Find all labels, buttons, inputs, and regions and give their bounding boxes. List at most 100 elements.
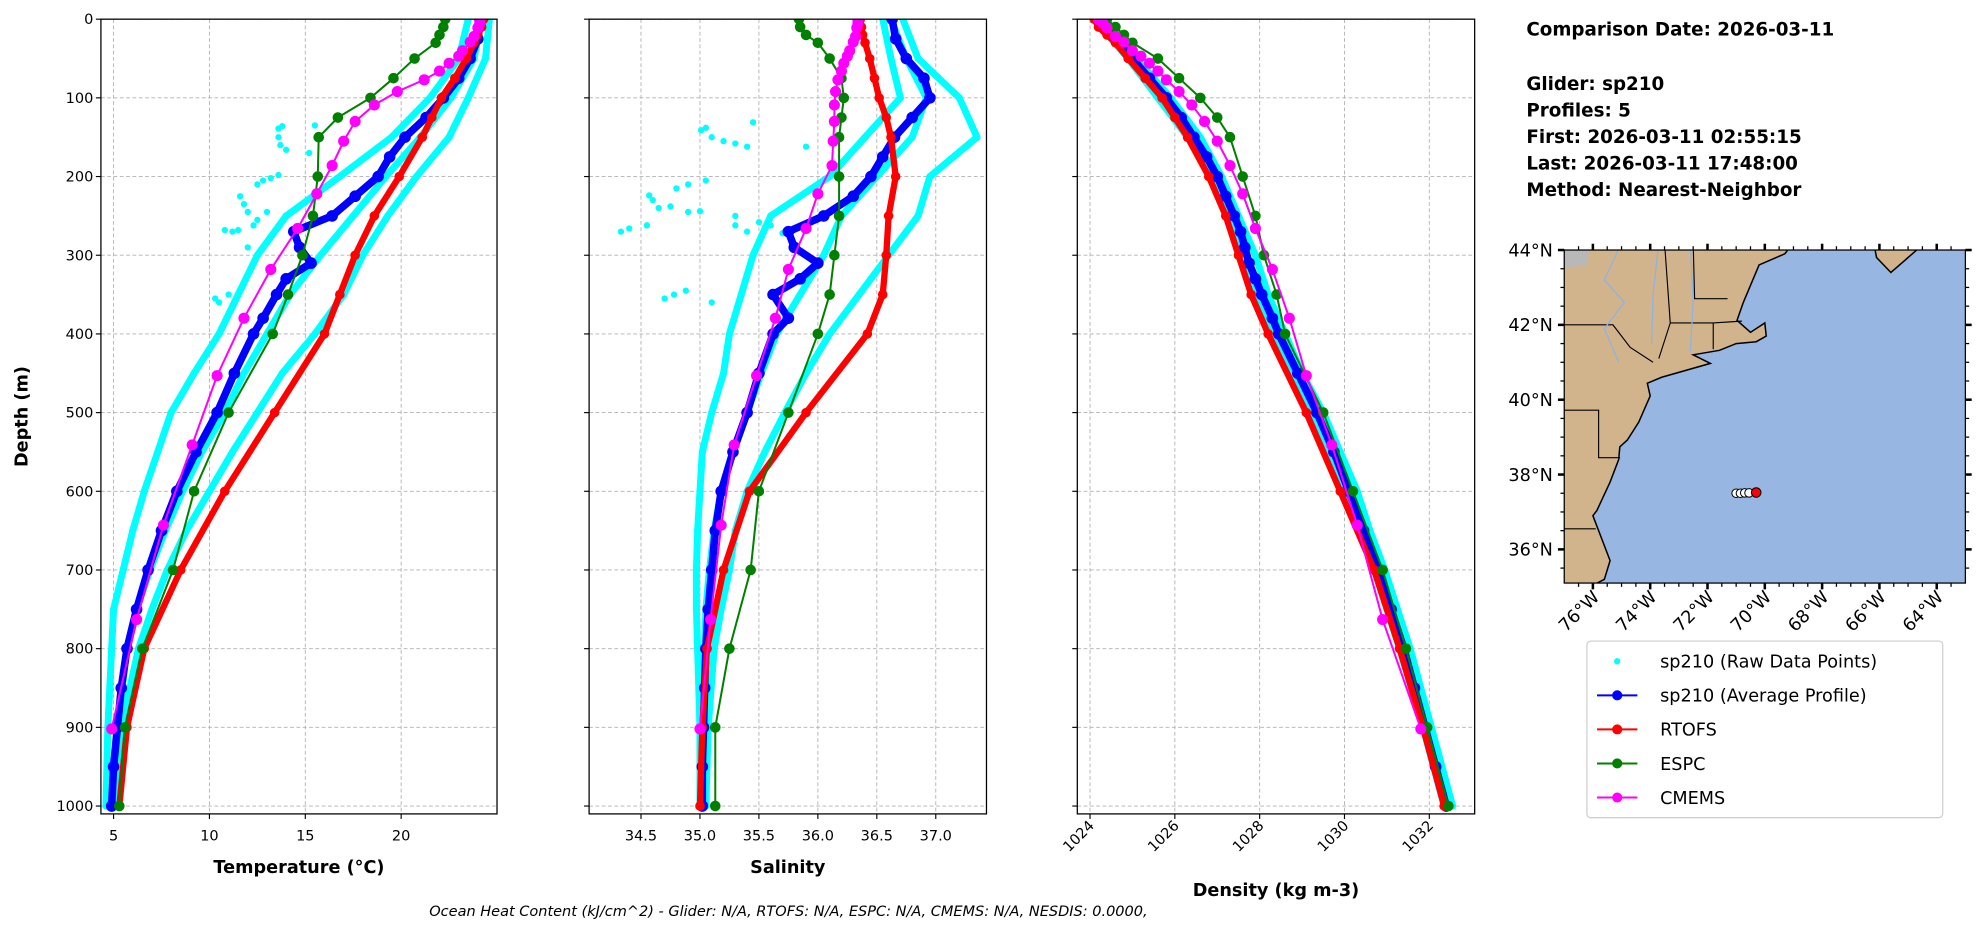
series-marker — [1283, 312, 1295, 324]
map-lon-label: 64°W — [1899, 588, 1948, 637]
series-marker — [418, 74, 430, 86]
series-marker — [1266, 263, 1278, 275]
series-sp210 — [105, 19, 486, 812]
legend-entry: RTOFS — [1597, 721, 1717, 741]
raw-data-point — [926, 173, 934, 181]
series-marker — [267, 328, 279, 340]
x-tick-label: 34.5 — [625, 828, 657, 844]
series-marker — [728, 439, 740, 451]
x-tick-label: 1026 — [1145, 818, 1182, 855]
series-marker — [1233, 250, 1244, 261]
series-marker — [1123, 53, 1133, 64]
map-features — [1564, 250, 1918, 584]
panel-density: 1024 1026 1028 1030 1032 Density (kg m-3) — [1060, 18, 1476, 901]
series-marker — [1335, 486, 1346, 497]
raw-data-point — [643, 222, 651, 229]
series-marker — [282, 289, 294, 300]
series-marker — [305, 257, 317, 269]
x-tick-label: 10 — [200, 828, 218, 844]
series-marker — [881, 250, 892, 261]
series-marker — [1279, 328, 1291, 340]
panel-temperature: 0 100 200 300 400 500 600 700 800 900 1000 5 10 15 20 T… — [13, 12, 498, 878]
raw-data-point — [732, 222, 739, 229]
series-marker — [228, 367, 241, 380]
series-marker — [1220, 211, 1231, 221]
series-marker — [1369, 565, 1379, 575]
series-marker — [409, 53, 420, 64]
raw-data-point — [225, 291, 232, 298]
raw-data-point — [649, 196, 656, 204]
raw-data-point — [796, 291, 804, 299]
last-time: Last: 2026-03-11 17:48:00 — [1526, 153, 1798, 174]
raw-data-point — [682, 287, 689, 294]
series-marker — [1443, 800, 1454, 812]
series-marker — [1237, 188, 1249, 200]
series-marker — [817, 210, 830, 222]
series-marker — [1237, 171, 1248, 182]
raw-data-point — [896, 94, 904, 102]
raw-data-point — [221, 226, 228, 234]
legend-entry: ESPC — [1597, 755, 1705, 775]
series-marker — [1170, 112, 1180, 123]
series-marker — [433, 65, 446, 77]
raw-data-point — [240, 369, 248, 377]
raw-data-point — [1251, 251, 1259, 259]
raw-data-point — [725, 330, 733, 338]
plot-area — [102, 19, 493, 812]
series-marker — [1157, 93, 1167, 103]
series-marker — [1351, 519, 1363, 531]
legend-marker — [1612, 724, 1623, 735]
map-lon-label: 72°W — [1670, 588, 1719, 637]
x-tick-label: 1032 — [1400, 818, 1437, 855]
series-marker — [1263, 329, 1273, 339]
x-tick-label: 1024 — [1060, 818, 1097, 855]
raw-data-point — [282, 146, 290, 153]
series-marker — [1239, 241, 1251, 254]
series-marker — [715, 485, 727, 498]
series-line — [1106, 19, 1450, 807]
series-marker — [924, 92, 936, 104]
series-marker — [119, 722, 131, 733]
raw-data-point — [215, 330, 223, 338]
raw-data-point — [673, 185, 680, 192]
raw-data-point — [617, 228, 625, 235]
legend: sp210 (Raw Data Points) sp210 (Average Pr… — [1586, 640, 1944, 819]
info-text-box: Comparison Date: 2026-03-11 Glider: sp21… — [1526, 20, 1834, 201]
raw-data-point — [696, 487, 704, 495]
map-lon-label: 70°W — [1727, 588, 1776, 637]
raw-data-point — [708, 134, 715, 141]
series-marker — [211, 406, 223, 419]
x-tick-label: 20 — [392, 828, 410, 844]
plot-area — [617, 19, 981, 812]
series-marker — [1400, 643, 1412, 654]
series-marker — [705, 564, 718, 576]
series-marker — [812, 328, 824, 340]
y-tick-label: 900 — [66, 720, 94, 736]
series-marker — [1219, 190, 1232, 203]
raw-data-point — [694, 527, 702, 535]
series-marker — [753, 485, 765, 497]
ocean-heat-content-footer: Ocean Heat Content (kJ/cm^2) - Glider: N… — [429, 904, 1147, 920]
legend-marker — [1612, 690, 1623, 701]
series-marker — [1118, 36, 1130, 48]
x-tick-label: 15 — [296, 828, 314, 844]
legend-label: sp210 (Raw Data Points) — [1660, 653, 1877, 673]
series-marker — [715, 519, 727, 531]
series-marker — [1266, 312, 1279, 324]
series-marker — [886, 19, 898, 25]
series-marker — [1127, 37, 1138, 49]
series-marker — [745, 564, 756, 576]
legend-label: sp210 (Average Profile) — [1660, 687, 1867, 707]
raw-data-point — [692, 605, 700, 613]
x-tick-label: 5 — [109, 828, 118, 844]
raw-data-point — [702, 124, 709, 131]
series-marker — [188, 485, 200, 497]
series-marker — [800, 222, 812, 235]
raw-data-point — [254, 181, 261, 188]
series-marker — [1126, 45, 1138, 57]
x-axis-label: Temperature (°C) — [213, 858, 384, 878]
series-cmems — [1092, 19, 1427, 735]
series-marker — [906, 111, 918, 124]
series-marker — [313, 131, 325, 143]
